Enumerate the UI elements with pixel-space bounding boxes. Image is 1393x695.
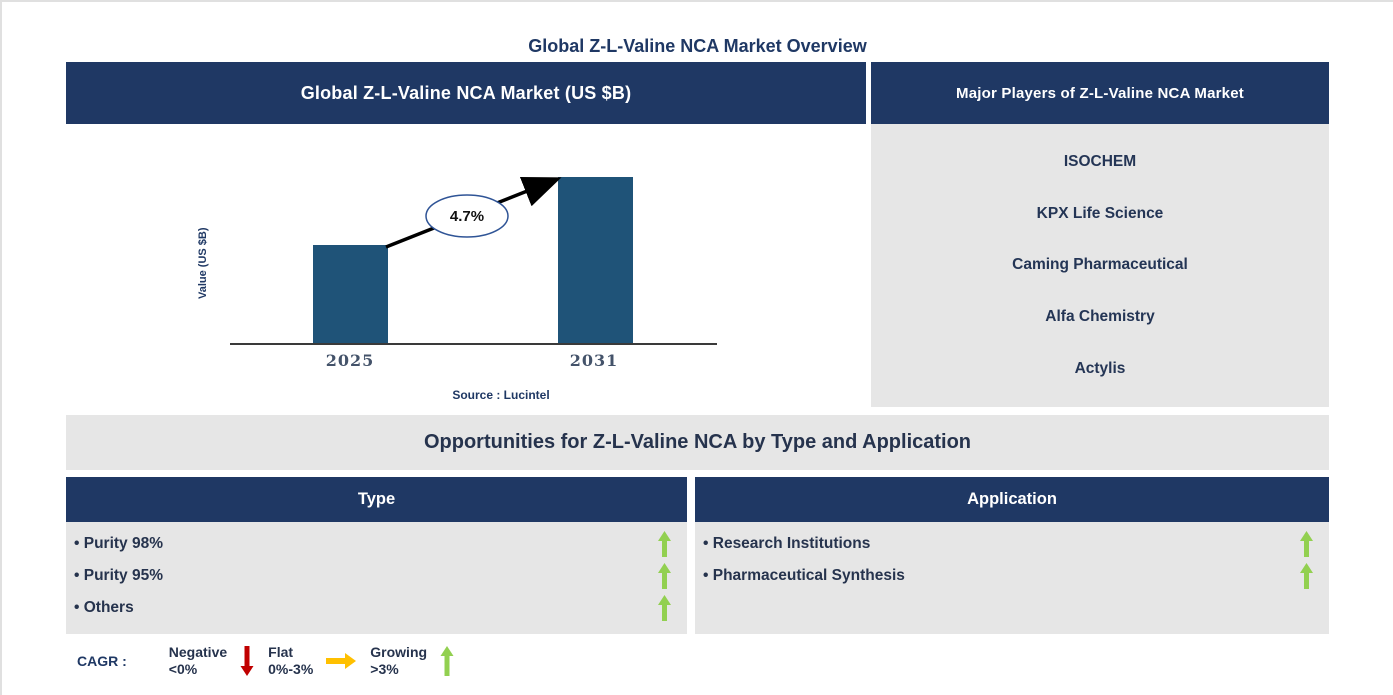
list-item: Purity 98%: [66, 528, 687, 560]
application-items: Research Institutions Pharmaceutical Syn…: [695, 522, 1329, 634]
cagr-ellipse: [425, 194, 509, 238]
application-panel: Application Research Institutions Pharma…: [695, 477, 1329, 634]
top-row: Global Z-L-Valine NCA Market (US $B) Val…: [66, 62, 1329, 410]
page-title: Global Z-L-Valine NCA Market Overview: [528, 36, 867, 56]
major-players-panel: Major Players of Z-L-Valine NCA Market I…: [871, 62, 1329, 410]
type-items: Purity 98% Purity 95% Others: [66, 522, 688, 634]
source-note: Source : Lucintel: [452, 388, 550, 402]
chart-panel-header: Global Z-L-Valine NCA Market (US $B): [66, 62, 866, 124]
player-name: ISOCHEM: [1063, 152, 1137, 170]
bar-chart: Value (US $B) 4.7% 2025 2031 Source: [66, 124, 866, 410]
players-panel-header: Major Players of Z-L-Valine NCA Market: [871, 62, 1329, 124]
growing-up-arrow-icon: [658, 595, 672, 621]
list-item: Others: [66, 592, 687, 624]
list-item: Purity 95%: [66, 560, 687, 592]
opportunities-title: Opportunities for Z-L-Valine NCA by Type…: [66, 415, 1329, 470]
player-name: KPX Life Science: [1036, 204, 1164, 222]
player-name: Alfa Chemistry: [1045, 308, 1155, 326]
bar-2031: [558, 177, 633, 344]
growing-up-arrow-icon: [1300, 563, 1313, 589]
growing-up-arrow-icon: [658, 563, 672, 589]
legend-item-flat: Flat 0%-3%: [268, 644, 357, 678]
legend-item-text: Flat 0%-3%: [268, 644, 314, 677]
players-list: ISOCHEM KPX Life Science Caming Pharmace…: [871, 124, 1329, 407]
growing-up-arrow-icon: [1300, 531, 1313, 557]
growing-up-arrow-icon: [440, 646, 454, 676]
growth-arrow-annotation: 4.7%: [385, 176, 562, 249]
player-name: Caming Pharmaceutical: [1012, 256, 1188, 274]
type-panel-header: Type: [66, 477, 688, 522]
x-tick-2031: 2031: [569, 351, 619, 370]
type-item-label: Purity 95%: [74, 567, 163, 585]
market-chart-panel: Global Z-L-Valine NCA Market (US $B) Val…: [66, 62, 866, 410]
negative-down-arrow-icon: [240, 646, 254, 676]
list-item: Research Institutions: [695, 528, 1329, 560]
list-item: Pharmaceutical Synthesis: [695, 560, 1329, 592]
application-panel-header: Application: [695, 477, 1329, 522]
cagr-value: 4.7%: [450, 208, 484, 225]
legend-item-text: Growing >3%: [370, 644, 428, 677]
opportunities-row: Type Purity 98% Purity 95% Others Applic…: [66, 477, 1329, 634]
player-name: Actylis: [1074, 360, 1126, 378]
bar-2025: [313, 245, 388, 344]
growing-up-arrow-icon: [658, 531, 672, 557]
type-item-label: Others: [74, 599, 134, 617]
application-item-label: Pharmaceutical Synthesis: [703, 567, 905, 585]
type-item-label: Purity 98%: [74, 535, 163, 553]
legend-item-text: Negative <0%: [168, 644, 228, 677]
type-panel: Type Purity 98% Purity 95% Others: [66, 477, 688, 634]
application-item-label: Research Institutions: [703, 535, 870, 553]
flat-right-arrow-icon: [326, 653, 357, 669]
legend-item-negative: Negative <0%: [169, 644, 254, 678]
cagr-legend: CAGR : Negative <0% Flat 0%-3% Growing >…: [77, 644, 1393, 678]
legend-item-growing: Growing >3%: [370, 644, 454, 678]
x-axis-line: [230, 343, 717, 345]
x-tick-2025: 2025: [325, 351, 375, 370]
cagr-legend-label: CAGR :: [77, 653, 127, 669]
